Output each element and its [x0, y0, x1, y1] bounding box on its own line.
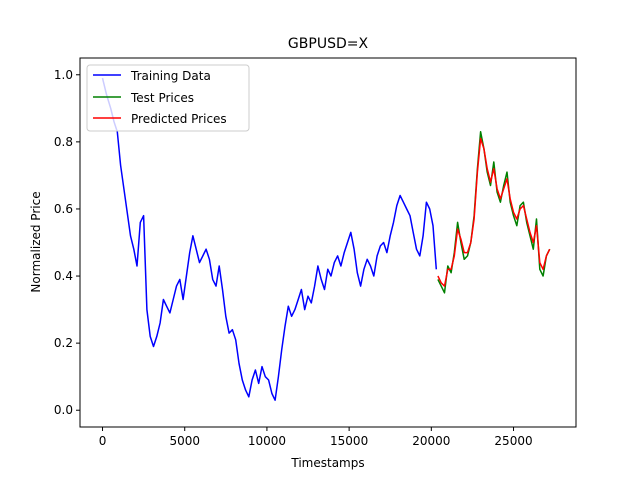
y-axis-label: Normalized Price [29, 191, 43, 292]
x-tick-label: 5000 [169, 434, 200, 448]
legend-label-predicted: Predicted Prices [131, 112, 227, 126]
y-tick-label: 0.8 [54, 135, 73, 149]
x-axis-label: Timestamps [290, 456, 364, 470]
plot-area [79, 57, 577, 428]
y-tick-label: 1.0 [54, 68, 73, 82]
x-tick-label: 10000 [248, 434, 286, 448]
y-tick-label: 0.4 [54, 269, 73, 283]
legend-label-test: Test Prices [130, 91, 194, 105]
x-axis-ticks: 0 5000 10000 15000 20000 25000 [99, 427, 533, 448]
x-tick-label: 0 [99, 434, 107, 448]
chart-title: GBPUSD=X [288, 36, 369, 52]
x-tick-label: 20000 [412, 434, 450, 448]
y-tick-label: 0.6 [54, 202, 73, 216]
axes-frame [79, 57, 577, 428]
x-tick-label: 25000 [494, 434, 532, 448]
legend-box [86, 64, 250, 132]
series-layer [101, 77, 551, 401]
legend: Training Data Test Prices Predicted Pric… [86, 64, 250, 132]
y-axis-ticks: 0.0 0.2 0.4 0.6 0.8 1.0 [54, 68, 80, 417]
y-tick-label: 0.0 [54, 403, 73, 417]
y-tick-label: 0.2 [54, 336, 73, 350]
x-tick-label: 15000 [330, 434, 368, 448]
series-line-training-data [101, 77, 438, 401]
series-line-predicted-prices [437, 137, 551, 287]
legend-label-training: Training Data [130, 69, 211, 83]
